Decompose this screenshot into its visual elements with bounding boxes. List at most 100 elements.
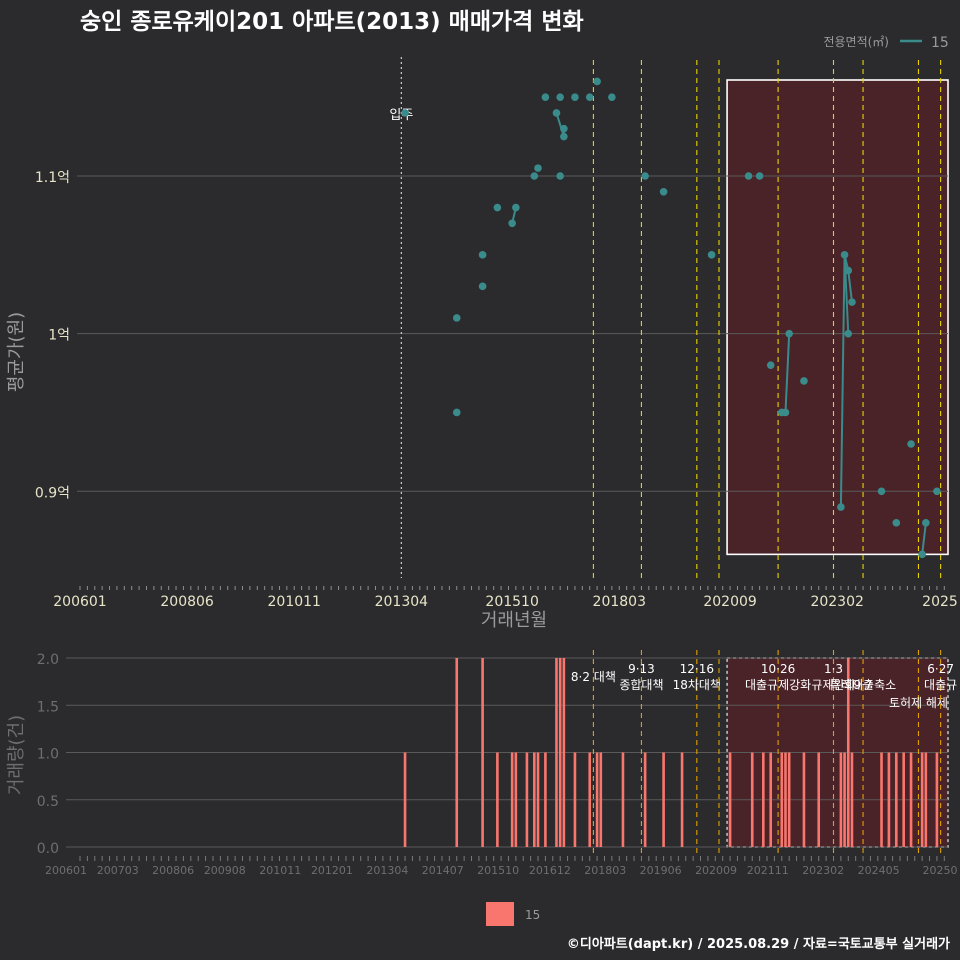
data-point: [785, 329, 793, 338]
data-point: [922, 519, 930, 527]
volume-bar: [817, 752, 821, 847]
series-line-segment: [843, 254, 850, 334]
volume-bar: [514, 752, 518, 847]
x-tick-label: 202302: [810, 594, 863, 610]
volume-x-tick-label: 202111: [747, 864, 789, 877]
data-point: [556, 93, 564, 101]
volume-bar: [780, 752, 784, 847]
data-point: [452, 314, 461, 322]
data-point: [560, 124, 568, 133]
volume-bar: [573, 752, 577, 847]
volume-bar: [750, 752, 754, 847]
data-point: [918, 550, 926, 559]
volume-x-tick-label: 201906: [640, 864, 682, 877]
policy-label: 10·26: [761, 662, 795, 676]
y-tick-label: 1.1억: [35, 170, 70, 186]
legend-title: 전용면적(㎡): [823, 35, 889, 49]
data-point: [707, 251, 716, 259]
volume-y-tick-label: 1.5: [37, 699, 59, 715]
policy-label: 8·2 대책: [571, 669, 616, 684]
data-point: [560, 132, 568, 141]
data-point: [593, 77, 601, 86]
volume-bar: [784, 752, 787, 847]
data-point: [541, 93, 550, 101]
price-plot: 0.9억 1억 1.1억 입주 200601 200806 201011 201304 2015…: [35, 57, 958, 610]
data-point: [840, 251, 849, 259]
volume-x-tick-label: 202009: [695, 864, 737, 877]
volume-x-tick-label: 201011: [259, 864, 301, 877]
volume-y-tick-label: 0.5: [37, 794, 59, 810]
policy-label: 대출규: [924, 678, 957, 692]
volume-x-tick-label: 201407: [422, 864, 464, 877]
volume-bar: [403, 752, 407, 847]
legend-label: 15: [931, 35, 949, 51]
volume-bar: [536, 752, 540, 847]
volume-bar: [533, 752, 536, 847]
bar-legend: 15: [486, 902, 540, 926]
x-tick-label: 201304: [375, 594, 429, 610]
y-tick-label: 0.9억: [35, 485, 70, 501]
volume-bar: [599, 752, 603, 847]
data-point: [800, 377, 808, 385]
volume-bar: [728, 752, 732, 847]
series-line-segment: [921, 522, 927, 555]
volume-bar: [544, 752, 547, 847]
data-point: [933, 487, 941, 496]
policy-label: 18차대책: [673, 677, 721, 692]
policy-label: 특례대출축소: [830, 678, 896, 692]
x-tick-label: 202009: [703, 594, 756, 610]
y-tick-label: 1억: [48, 328, 70, 344]
move-in-label: 입주: [389, 108, 413, 123]
volume-y-tick-label: 1.0: [37, 747, 59, 763]
volume-bar: [662, 752, 665, 847]
data-point: [907, 440, 915, 448]
data-point: [478, 251, 487, 259]
policy-label: 토허제 해제: [889, 696, 948, 710]
volume-x-tick-label: 201612: [529, 864, 571, 877]
volume-bar: [787, 752, 791, 847]
volume-x-tick-label: 200601: [45, 864, 87, 877]
volume-x-tick-label: 201304: [366, 864, 408, 877]
bar-legend-label: 15: [525, 908, 540, 922]
volume-x-tick-label: 202405: [858, 864, 900, 877]
volume-bar: [680, 752, 684, 847]
volume-bar: [846, 658, 850, 847]
volume-x-tick-label: 202302: [802, 864, 844, 877]
data-point: [848, 298, 856, 306]
data-point: [844, 266, 853, 275]
policy-label: 1·3: [824, 662, 843, 676]
x-tick-label: 2025: [922, 594, 958, 610]
policy-label: 대출규제강화: [745, 678, 811, 692]
data-point: [837, 503, 845, 511]
data-point: [744, 172, 753, 180]
data-point: [401, 109, 409, 117]
data-point: [892, 519, 901, 527]
volume-x-tick-label: 200806: [152, 864, 194, 877]
data-point: [530, 172, 539, 180]
series-line-segment: [839, 254, 853, 508]
volume-x-tick-label: 201510: [477, 864, 519, 877]
policy-label: 6·27: [927, 662, 954, 676]
volume-bar: [924, 752, 928, 847]
volume-bar: [496, 752, 499, 847]
data-point: [552, 109, 561, 117]
volume-bar: [894, 752, 898, 847]
volume-bar: [455, 658, 459, 847]
data-point: [534, 164, 542, 172]
volume-bar: [769, 752, 773, 847]
volume-y-axis-label: 거래량(건): [6, 715, 27, 795]
highlight-region: [726, 79, 949, 556]
volume-bar: [880, 752, 883, 847]
volume-bar: [555, 658, 558, 847]
x-tick-label: 200601: [53, 594, 106, 610]
volume-bar: [643, 752, 647, 847]
volume-bar: [902, 752, 905, 847]
data-point: [755, 172, 764, 180]
data-point: [877, 487, 886, 496]
volume-bar: [595, 752, 599, 847]
data-point: [608, 93, 616, 101]
price-x-axis-label: 거래년월: [481, 610, 547, 631]
price-y-axis-label: 평균가(원): [6, 312, 27, 392]
data-point: [844, 329, 853, 338]
